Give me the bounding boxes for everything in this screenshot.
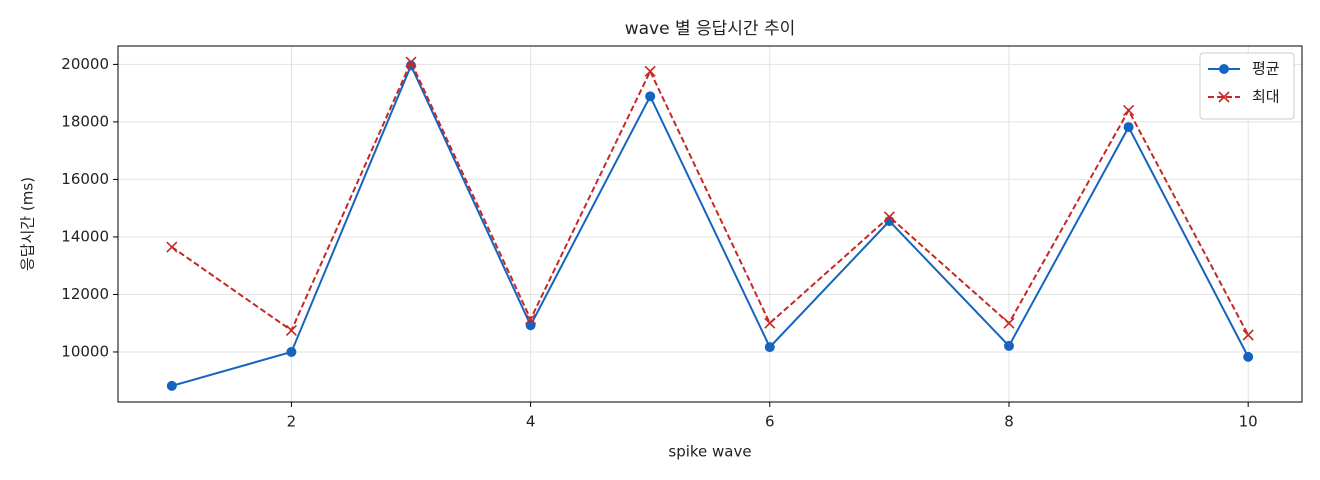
x-tick-label: 2: [287, 413, 297, 431]
marker: [166, 380, 177, 391]
series-line: [171, 59, 1250, 336]
marker: [883, 211, 895, 223]
marker: [764, 342, 775, 353]
x-tick-label: 6: [765, 413, 775, 431]
marker: [286, 346, 297, 357]
y-tick-label: 16000: [61, 170, 109, 188]
x-tick-label: 10: [1239, 413, 1258, 431]
x-axis-label: spike wave: [668, 443, 751, 461]
marker: [525, 313, 537, 325]
y-tick-label: 20000: [61, 55, 109, 73]
marker: [1123, 104, 1135, 116]
marker: [166, 241, 178, 253]
marker: [1003, 340, 1014, 351]
legend-box: [1199, 52, 1295, 120]
y-axis-label: 응답시간 (ms): [19, 177, 37, 271]
marker: [1218, 91, 1230, 103]
x-tick-label: 4: [526, 413, 536, 431]
chart-title: wave 별 응답시간 추이: [625, 19, 796, 39]
marker: [285, 324, 297, 336]
marker: [405, 56, 417, 68]
legend-label: 평균: [1252, 60, 1280, 78]
marker: [764, 317, 776, 329]
marker: [644, 65, 656, 77]
y-tick-label: 18000: [61, 112, 109, 130]
series-line: [171, 63, 1250, 387]
legend-label: 최대: [1252, 88, 1280, 106]
marker: [1242, 329, 1254, 341]
marker: [1243, 351, 1254, 362]
marker: [645, 91, 656, 102]
marker: [1219, 64, 1229, 74]
marker: [1003, 317, 1015, 329]
y-tick-label: 14000: [61, 227, 109, 245]
y-tick-label: 12000: [61, 285, 109, 303]
plot-frame: [117, 45, 1303, 403]
y-tick-label: 10000: [61, 342, 109, 360]
x-tick-label: 8: [1004, 413, 1014, 431]
marker: [1123, 122, 1134, 133]
